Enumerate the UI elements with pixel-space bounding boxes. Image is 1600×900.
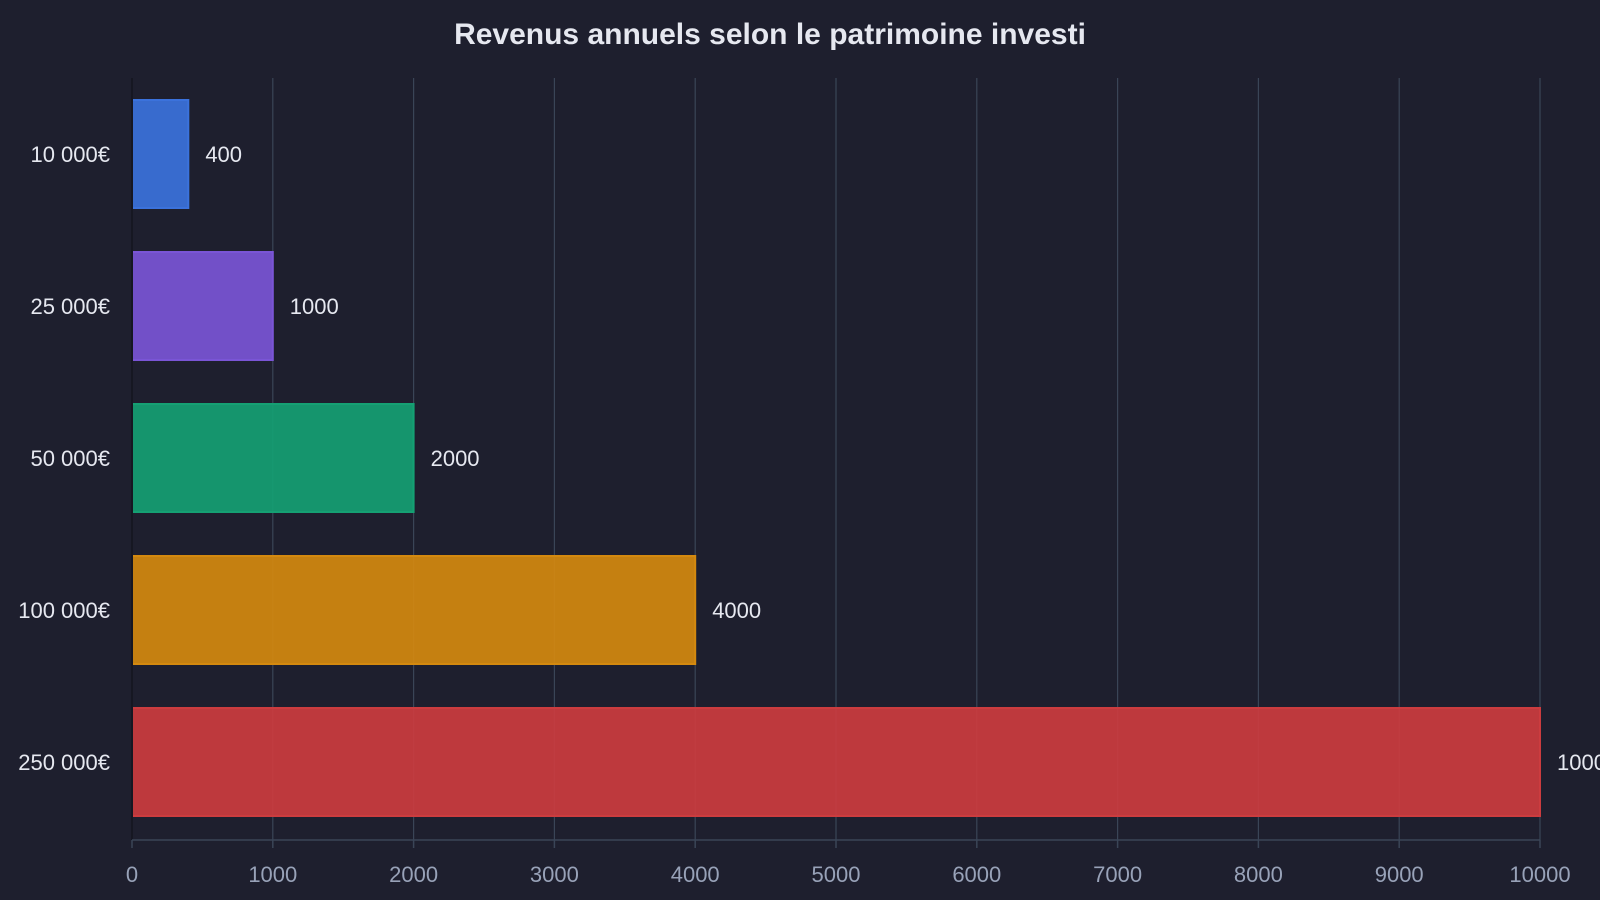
x-tick-label: 6000 bbox=[952, 862, 1001, 887]
x-tick-label: 9000 bbox=[1375, 862, 1424, 887]
value-label: 2000 bbox=[431, 446, 480, 471]
x-tick-label: 4000 bbox=[671, 862, 720, 887]
category-label: 250 000€ bbox=[18, 750, 110, 775]
value-label: 1000 bbox=[290, 294, 339, 319]
bar bbox=[131, 99, 190, 209]
x-tick-label: 10000 bbox=[1509, 862, 1570, 887]
x-tick-label: 1000 bbox=[248, 862, 297, 887]
labels: 10 000€ 400 25 000€ 1000 50 000€ 2000 100 000€… bbox=[18, 142, 1600, 775]
x-tick-label: 0 bbox=[126, 862, 138, 887]
bar bbox=[131, 251, 274, 361]
x-axis: 0 1000 2000 3000 4000 5000 6000 7000 8000 9000 100… bbox=[126, 78, 1571, 887]
value-label: 4000 bbox=[712, 598, 761, 623]
bar bbox=[131, 707, 1541, 817]
category-label: 50 000€ bbox=[30, 446, 110, 471]
bar bbox=[131, 555, 697, 665]
chart-title: Revenus annuels selon le patrimoine inve… bbox=[454, 18, 1086, 51]
value-label: 10000 bbox=[1557, 750, 1600, 775]
value-label: 400 bbox=[205, 142, 242, 167]
bars bbox=[131, 99, 1541, 817]
x-tick-label: 3000 bbox=[530, 862, 579, 887]
category-label: 25 000€ bbox=[30, 294, 110, 319]
x-tick-label: 5000 bbox=[812, 862, 861, 887]
bar bbox=[131, 403, 415, 513]
x-tick-label: 7000 bbox=[1093, 862, 1142, 887]
category-label: 10 000€ bbox=[30, 142, 110, 167]
category-label: 100 000€ bbox=[18, 598, 110, 623]
x-tick-label: 2000 bbox=[389, 862, 438, 887]
x-tick-label: 8000 bbox=[1234, 862, 1283, 887]
